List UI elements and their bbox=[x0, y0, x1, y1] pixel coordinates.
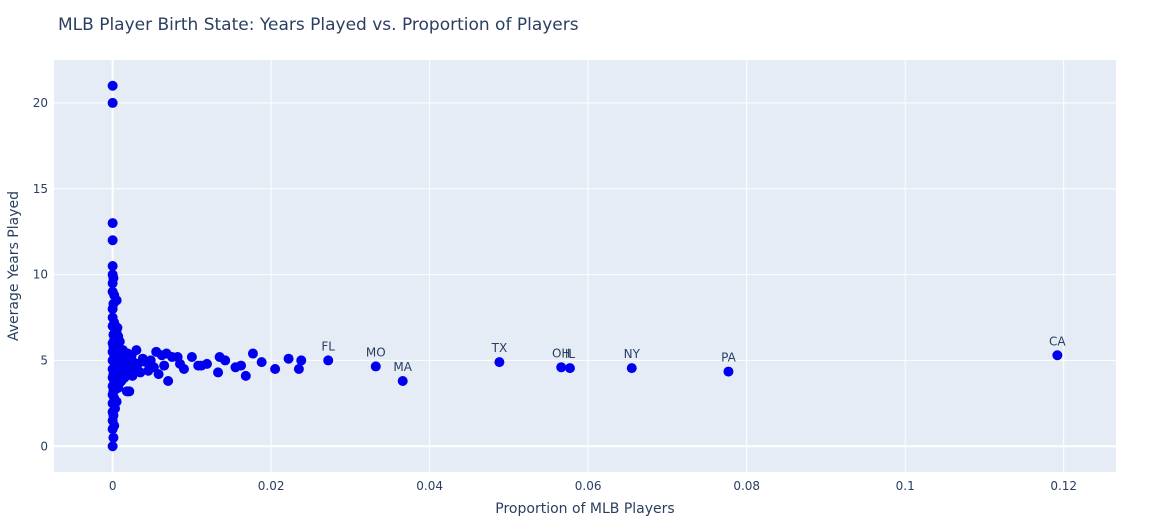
data-point bbox=[111, 295, 122, 306]
data-point bbox=[107, 97, 118, 108]
data-point bbox=[178, 364, 189, 374]
point-label-oh: OH bbox=[552, 346, 570, 360]
y-tick-label: 20 bbox=[33, 96, 48, 110]
data-point bbox=[494, 357, 505, 368]
data-point bbox=[135, 367, 146, 378]
x-tick-label: 0.04 bbox=[416, 479, 443, 493]
axis-ticks: 0 0.02 0.04 0.06 0.08 0.1 0.12 0 5 10 15 20 bbox=[33, 96, 1077, 493]
point-label-fl: FL bbox=[321, 339, 335, 353]
plot-area bbox=[54, 60, 1116, 472]
data-point bbox=[159, 360, 170, 371]
data-point bbox=[323, 355, 334, 366]
data-point bbox=[296, 355, 307, 366]
point-label-mo: MO bbox=[366, 345, 386, 359]
data-point bbox=[293, 364, 304, 374]
data-point bbox=[240, 370, 251, 381]
data-point bbox=[247, 348, 258, 359]
data-point bbox=[283, 353, 294, 364]
point-label-tx: TX bbox=[491, 341, 508, 355]
data-point bbox=[1052, 350, 1063, 361]
y-tick-label: 10 bbox=[33, 268, 48, 282]
data-point bbox=[256, 357, 267, 368]
point-label-ny: NY bbox=[624, 347, 641, 361]
data-point bbox=[163, 376, 174, 387]
x-tick-label: 0.02 bbox=[258, 479, 285, 493]
y-tick-label: 15 bbox=[33, 182, 48, 196]
data-point bbox=[112, 322, 123, 333]
x-tick-label: 0.1 bbox=[896, 479, 915, 493]
data-point bbox=[107, 261, 118, 271]
data-point bbox=[270, 364, 281, 374]
data-points bbox=[107, 80, 1063, 452]
data-point bbox=[186, 351, 197, 362]
data-point bbox=[124, 386, 135, 397]
data-point bbox=[107, 218, 118, 229]
data-point bbox=[108, 273, 119, 284]
data-point bbox=[370, 361, 381, 372]
y-tick-label: 5 bbox=[40, 353, 48, 367]
data-point bbox=[397, 376, 408, 387]
data-point bbox=[626, 363, 637, 374]
data-point bbox=[109, 420, 120, 431]
data-point bbox=[153, 369, 164, 380]
data-point bbox=[556, 362, 567, 373]
y-axis-title: Average Years Played bbox=[6, 191, 22, 341]
data-point bbox=[220, 355, 231, 366]
x-tick-label: 0 bbox=[109, 479, 117, 493]
data-point bbox=[107, 441, 118, 452]
x-axis-title: Proportion of MLB Players bbox=[495, 501, 674, 517]
data-point bbox=[114, 336, 125, 347]
data-point bbox=[107, 235, 118, 246]
data-point bbox=[111, 396, 122, 407]
x-tick-label: 0.08 bbox=[733, 479, 760, 493]
point-label-ca: CA bbox=[1049, 334, 1066, 348]
y-tick-label: 0 bbox=[40, 439, 48, 453]
data-point bbox=[236, 360, 247, 371]
x-tick-label: 0.06 bbox=[575, 479, 602, 493]
point-label-il: IL bbox=[565, 347, 576, 361]
grid-lines bbox=[54, 60, 1116, 472]
data-point bbox=[723, 366, 734, 377]
data-point bbox=[213, 367, 224, 378]
data-point bbox=[564, 363, 575, 374]
data-point bbox=[131, 345, 142, 356]
point-label-pa: PA bbox=[721, 351, 736, 365]
data-point bbox=[107, 80, 118, 91]
x-tick-label: 0.12 bbox=[1050, 479, 1077, 493]
chart-title: MLB Player Birth State: Years Played vs.… bbox=[58, 15, 579, 35]
data-point bbox=[108, 432, 119, 443]
data-point bbox=[201, 358, 212, 369]
point-label-ma: MA bbox=[393, 360, 412, 374]
